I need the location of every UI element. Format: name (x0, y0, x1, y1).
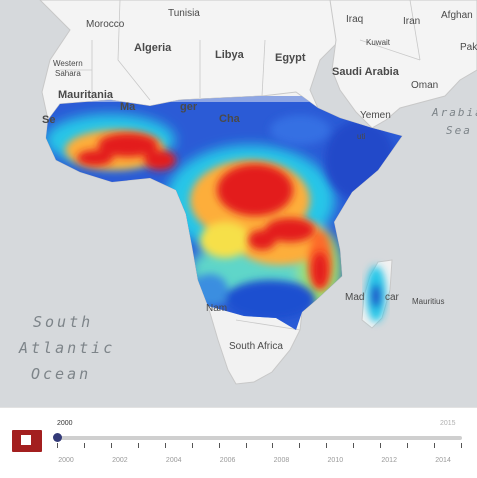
label-western-sahara-2: Sahara (55, 69, 81, 78)
label-sea-line1: Arabia (432, 106, 477, 119)
timeline-tick (407, 443, 409, 448)
timeline-tick (245, 443, 247, 448)
label-madagascar-1: Mad (345, 292, 365, 303)
timeline-year-label: 2002 (112, 457, 128, 464)
label-senegal: Se (42, 114, 56, 126)
timeline-slider-track[interactable] (56, 436, 462, 440)
label-saudi-arabia: Saudi Arabia (332, 66, 399, 78)
play-pause-button[interactable] (12, 430, 42, 452)
timeline-year-label: 2000 (58, 457, 74, 464)
label-ocean-line2: Atlantic (19, 339, 116, 357)
label-chad: Cha (219, 113, 240, 125)
label-mauritania: Mauritania (58, 89, 114, 101)
timeline-tick (83, 443, 85, 448)
label-djibouti: uti (357, 132, 366, 141)
timeline-tick (57, 443, 58, 448)
label-madagascar-2: car (385, 292, 399, 303)
label-south-africa: South Africa (229, 341, 283, 352)
label-iran: Iran (403, 16, 421, 27)
timeline-tick (461, 443, 462, 448)
timeline-panel: 2000 2015 2000 2002 2004 2006 2008 2010 2012 20… (0, 407, 477, 478)
timeline-tick (272, 443, 274, 448)
timeline-tick (164, 443, 166, 448)
madagascar-heat (366, 266, 386, 322)
timeline-year-label: 2010 (327, 457, 344, 464)
timeline-year-label: 2004 (165, 457, 182, 464)
timeline-tick (218, 443, 220, 448)
label-ocean-line3: Ocean (31, 365, 92, 383)
label-libya: Libya (215, 49, 244, 61)
label-algeria: Algeria (134, 42, 172, 54)
label-oman: Oman (411, 80, 439, 91)
timeline-tick (326, 443, 328, 448)
label-kuwait: Kuwait (366, 38, 391, 47)
label-sea-line2: Sea (446, 124, 472, 137)
label-yemen: Yemen (360, 110, 391, 121)
current-year-label: 2000 (57, 420, 73, 427)
timeline-tick (434, 443, 436, 448)
label-morocco: Morocco (86, 19, 125, 30)
label-egypt: Egypt (275, 52, 306, 64)
map-canvas[interactable]: Tunisia Morocco Algeria Libya Egypt Iraq… (0, 0, 477, 407)
middle-east-land (329, 0, 477, 129)
label-mauritius: Mauritius (412, 297, 445, 306)
timeline-year-label: 2008 (273, 457, 290, 464)
label-namibia: Nam (206, 303, 228, 314)
label-mali: Ma (120, 101, 136, 113)
stop-icon (21, 435, 31, 445)
timeline-tick (353, 443, 355, 448)
timeline-year-label: 2014 (435, 457, 451, 464)
timeline-year-label: 2006 (219, 457, 236, 464)
timeline-year-label: 2012 (381, 457, 397, 464)
label-niger: ger (180, 101, 198, 113)
timeline-tick (110, 443, 112, 448)
timeline-tick (380, 443, 382, 448)
map-layer (39, 0, 477, 385)
label-western-sahara-1: Western (53, 59, 83, 68)
timeline-tick (191, 443, 193, 448)
heat-peak-zones (77, 133, 328, 288)
label-afghanistan: Afghan (441, 10, 473, 21)
label-ocean-line1: South (33, 313, 94, 331)
timeline-tick (299, 443, 301, 448)
label-iraq: Iraq (346, 14, 364, 25)
end-year-label: 2015 (440, 420, 456, 427)
label-pakistan: Pak (460, 42, 477, 53)
label-tunisia: Tunisia (168, 8, 200, 19)
timeline-slider-handle[interactable] (53, 433, 62, 442)
timeline-tick (137, 443, 139, 448)
